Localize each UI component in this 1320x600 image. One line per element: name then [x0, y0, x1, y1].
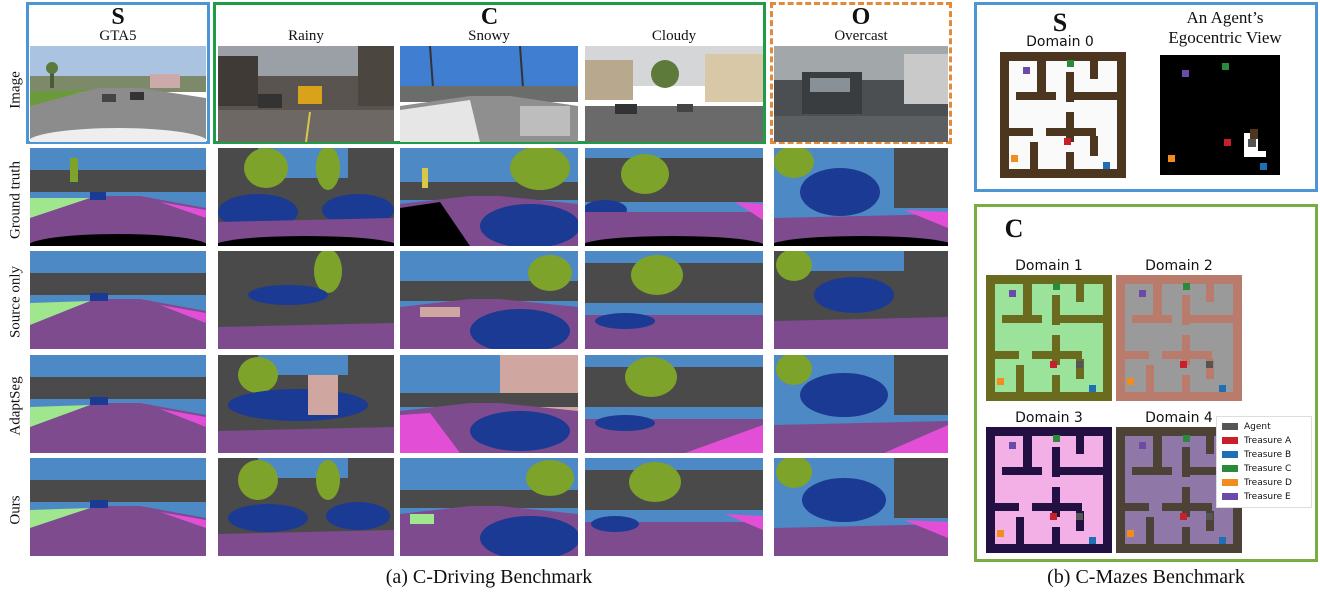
source-domain-frame — [26, 2, 210, 144]
legend-swatch-treasure-d — [1222, 479, 1238, 486]
image-snowy — [400, 46, 578, 142]
row-label-source-only: Source only — [7, 265, 24, 339]
mazes-source-frame — [974, 2, 1318, 192]
mazes-compound-frame — [974, 204, 1318, 562]
image-cloudy — [585, 46, 763, 142]
row-label-ours: Ours — [7, 495, 24, 525]
legend-swatch-treasure-c — [1222, 465, 1238, 472]
mazes-domain2-label: Domain 2 — [1145, 258, 1213, 274]
legend-agent: Agent — [1222, 420, 1271, 434]
compound-letter: C — [480, 4, 499, 30]
open-domain-frame — [770, 2, 952, 144]
open-name: Overcast — [834, 28, 888, 44]
caption-c-mazes: (b) C-Mazes Benchmark — [1047, 566, 1245, 588]
src-cloudy — [585, 251, 763, 349]
legend-treasure-a: Treasure A — [1222, 434, 1291, 448]
compound-domain-frame — [213, 2, 766, 144]
mazes-domain3-label: Domain 3 — [1015, 410, 1083, 426]
maze-egocentric-view — [1160, 55, 1280, 175]
gt-gta5 — [30, 148, 206, 246]
maze-domain-2 — [1116, 275, 1242, 401]
legend-swatch-treasure-b — [1222, 451, 1238, 458]
legend-swatch-agent — [1222, 423, 1238, 430]
src-gta5 — [30, 251, 206, 349]
adapt-rainy — [218, 355, 394, 453]
image-overcast — [774, 46, 948, 142]
mazes-compound-letter: C — [1004, 214, 1024, 243]
legend-swatch-treasure-a — [1222, 437, 1238, 444]
open-letter: O — [851, 4, 871, 30]
mazes-domain4-label: Domain 4 — [1145, 410, 1213, 426]
gt-rainy — [218, 148, 394, 246]
mazes-egocentric-title-line1: An Agent’s — [1186, 8, 1264, 27]
maze-legend — [1216, 416, 1312, 508]
ours-overcast — [774, 458, 948, 556]
compound-name-rainy: Rainy — [288, 28, 324, 44]
legend-treasure-e: Treasure E — [1222, 490, 1291, 504]
maze-domain-4 — [1116, 427, 1242, 553]
gt-overcast — [774, 148, 948, 246]
legend-treasure-b: Treasure B — [1222, 448, 1291, 462]
src-snowy — [400, 251, 578, 349]
mazes-domain1-label: Domain 1 — [1015, 258, 1083, 274]
image-gta5 — [30, 46, 206, 142]
maze-domain-0 — [1000, 52, 1126, 178]
adapt-cloudy — [585, 355, 763, 453]
gt-snowy — [400, 148, 578, 246]
adapt-snowy — [400, 355, 578, 453]
legend-swatch-treasure-e — [1222, 493, 1238, 500]
gt-cloudy — [585, 148, 763, 246]
maze-domain-1 — [986, 275, 1112, 401]
row-label-ground-truth: Ground truth — [7, 161, 24, 239]
compound-name-cloudy: Cloudy — [651, 28, 697, 44]
maze-domain-3 — [986, 427, 1112, 553]
ours-cloudy — [585, 458, 763, 556]
legend-treasure-d: Treasure D — [1222, 476, 1292, 490]
mazes-egocentric-title-line2: Egocentric View — [1168, 28, 1282, 47]
ours-snowy — [400, 458, 578, 556]
source-letter: S — [111, 4, 125, 30]
adapt-overcast — [774, 355, 948, 453]
ours-gta5 — [30, 458, 206, 556]
compound-name-snowy: Snowy — [468, 28, 510, 44]
mazes-domain0-label: Domain 0 — [1026, 34, 1094, 50]
legend-treasure-c: Treasure C — [1222, 462, 1291, 476]
mazes-source-letter: S — [1052, 8, 1068, 37]
ours-rainy — [218, 458, 394, 556]
source-name: GTA5 — [99, 28, 137, 44]
adapt-gta5 — [30, 355, 206, 453]
row-label-image: Image — [7, 71, 24, 109]
src-overcast — [774, 251, 948, 349]
image-rainy — [218, 46, 394, 142]
caption-c-driving: (a) C-Driving Benchmark — [385, 566, 593, 588]
row-label-adaptseg: AdaptSeg — [7, 376, 24, 436]
src-rainy — [218, 251, 394, 349]
